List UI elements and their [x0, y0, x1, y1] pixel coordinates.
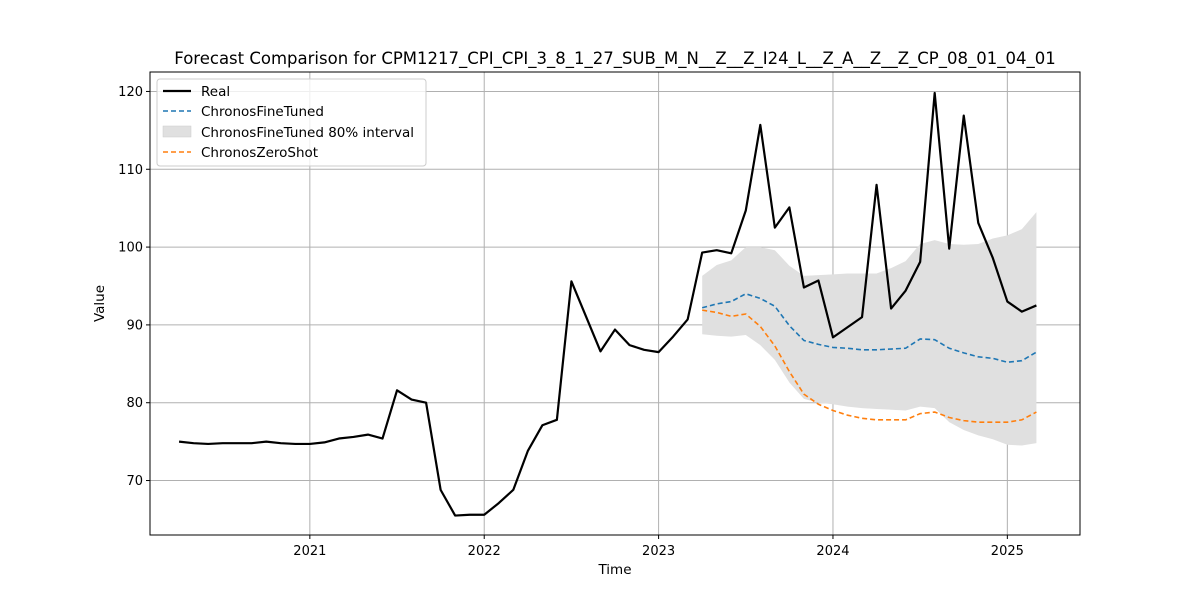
- y-tick-label: 90: [126, 318, 143, 333]
- x-tick-label: 2024: [816, 544, 849, 559]
- plot-frame: [149, 71, 1081, 536]
- legend-swatch-interval: [162, 125, 192, 138]
- y-tick-label: 100: [118, 241, 143, 256]
- chart-title: Forecast Comparison for CPM1217_CPI_CPI_…: [174, 49, 1055, 69]
- finetuned-interval-band: [702, 212, 1037, 446]
- legend: Real ChronosFineTuned ChronosFineTuned 8…: [156, 78, 427, 167]
- x-tick-label: 2022: [468, 544, 501, 559]
- y-tick-label: 120: [118, 85, 143, 100]
- legend-label-finetuned: ChronosFineTuned: [201, 104, 324, 120]
- series-layer: [178, 91, 1037, 517]
- y-tick-label: 80: [126, 396, 143, 411]
- legend-box: [156, 78, 427, 167]
- finetuned-series-line: [701, 292, 1037, 364]
- x-tick-label: 2025: [991, 544, 1024, 559]
- real-series-line: [178, 91, 1037, 517]
- x-tick-label: 2021: [293, 544, 326, 559]
- y-axis-ticks: 70 80 90 100 110 120: [118, 85, 150, 489]
- zeroshot-series-line: [702, 309, 1037, 423]
- x-tick-label: 2023: [642, 544, 675, 559]
- x-axis-title: Time: [597, 562, 631, 578]
- interval-band-layer: [702, 212, 1037, 446]
- legend-label-interval: ChronosFineTuned 80% interval: [201, 125, 414, 141]
- x-axis-ticks: 2021 2022 2023 2024 2025: [293, 535, 1024, 559]
- y-tick-label: 110: [118, 163, 143, 178]
- legend-label-real: Real: [201, 84, 230, 100]
- legend-label-zeroshot: ChronosZeroShot: [201, 145, 318, 161]
- y-tick-label: 70: [126, 474, 143, 489]
- y-axis-title: Value: [92, 285, 108, 322]
